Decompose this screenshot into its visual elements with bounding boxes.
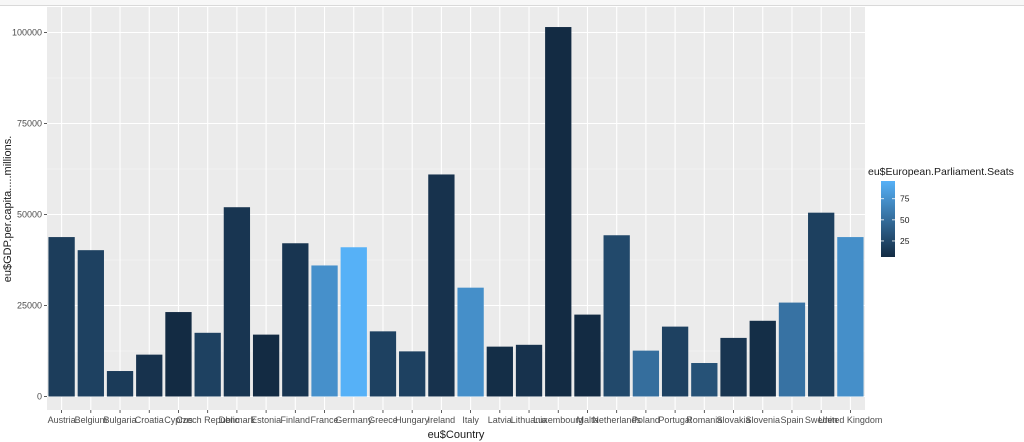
bar-united-kingdom: [837, 237, 864, 397]
bar-austria: [48, 237, 75, 397]
bar-bulgaria: [106, 371, 134, 397]
bar-romania: [691, 363, 718, 397]
x-tick-label: Finland: [281, 415, 311, 425]
x-tick-label: Slovakia: [717, 415, 751, 425]
legend-title: eu$European.Parliament.Seats: [868, 166, 1014, 178]
bar-luxembourg: [545, 27, 572, 397]
x-tick-label: Belgium: [75, 415, 108, 425]
bar-germany: [340, 247, 367, 397]
bar-sweden: [808, 212, 835, 397]
y-tick-label: 100000: [12, 28, 42, 38]
bar-portugal: [661, 326, 689, 397]
bars: [48, 27, 864, 397]
y-tick-label: 50000: [17, 210, 42, 220]
bar-finland: [282, 243, 309, 397]
x-tick-label: Poland: [632, 415, 660, 425]
bar-slovakia: [720, 337, 747, 397]
x-tick-label: Netherlands: [592, 415, 641, 425]
x-tick-label: Romania: [686, 415, 722, 425]
bar-cyprus: [165, 312, 192, 397]
x-axis-title: eu$Country: [428, 429, 485, 441]
bar-poland: [632, 350, 660, 397]
bar-ireland: [428, 174, 455, 397]
x-tick-label: Cyprus: [164, 415, 193, 425]
x-tick-label: Luxembourg: [533, 415, 583, 425]
x-tick-label: Hungary: [395, 415, 430, 425]
x-tick-label: France: [311, 415, 339, 425]
x-tick-label: Spain: [780, 415, 803, 425]
bar-belgium: [77, 250, 104, 397]
bar-greece: [369, 331, 397, 397]
legend-colorbar: [881, 181, 895, 257]
y-tick-label: 0: [37, 392, 42, 402]
y-axis: 0 25000 50000 75000 100000: [12, 28, 47, 402]
y-tick-label: 25000: [17, 301, 42, 311]
color-legend: eu$European.Parliament.Seats 25 50 75: [868, 166, 1014, 257]
bar-lithuania: [515, 344, 543, 397]
x-tick-label: Ireland: [428, 415, 456, 425]
y-axis-title: eu$GDP.per.capita.....millions.: [2, 136, 14, 283]
bar-latvia: [486, 346, 513, 397]
x-tick-label: Greece: [368, 415, 398, 425]
x-tick-label: Latvia: [488, 415, 512, 425]
x-tick-label: Lithuania: [511, 415, 548, 425]
x-tick-label: Italy: [462, 415, 479, 425]
bar-malta: [574, 314, 601, 397]
y-tick-label: 75000: [17, 119, 42, 129]
x-tick-label: Sweden: [805, 415, 838, 425]
legend-tick-label: 50: [900, 215, 910, 225]
x-tick-label: Austria: [48, 415, 76, 425]
x-tick-label: Bulgaria: [104, 415, 137, 425]
bar-slovenia: [749, 320, 776, 397]
bar-italy: [457, 287, 484, 397]
x-tick-label: Portugal: [658, 415, 692, 425]
x-tick-label: Estonia: [251, 415, 281, 425]
bar-denmark: [223, 207, 251, 397]
x-tick-label: United Kingdom: [818, 415, 882, 425]
bar-croatia: [136, 354, 163, 397]
bar-czech-republic: [194, 332, 221, 397]
x-tick-label: Czech Republic: [176, 415, 240, 425]
bar-netherlands: [603, 235, 630, 397]
x-tick-label: Slovenia: [745, 415, 780, 425]
bar-spain: [778, 302, 806, 397]
x-tick-label: Germany: [335, 415, 373, 425]
bar-estonia: [252, 334, 280, 397]
x-tick-label: Malta: [576, 415, 598, 425]
window-top-strip: [0, 0, 1024, 6]
bar-hungary: [399, 351, 426, 397]
x-tick-label: Croatia: [135, 415, 164, 425]
x-tick-label: Denmark: [219, 415, 256, 425]
bar-france: [311, 265, 338, 397]
legend-tick-label: 75: [900, 194, 910, 204]
legend-tick-label: 25: [900, 236, 910, 246]
